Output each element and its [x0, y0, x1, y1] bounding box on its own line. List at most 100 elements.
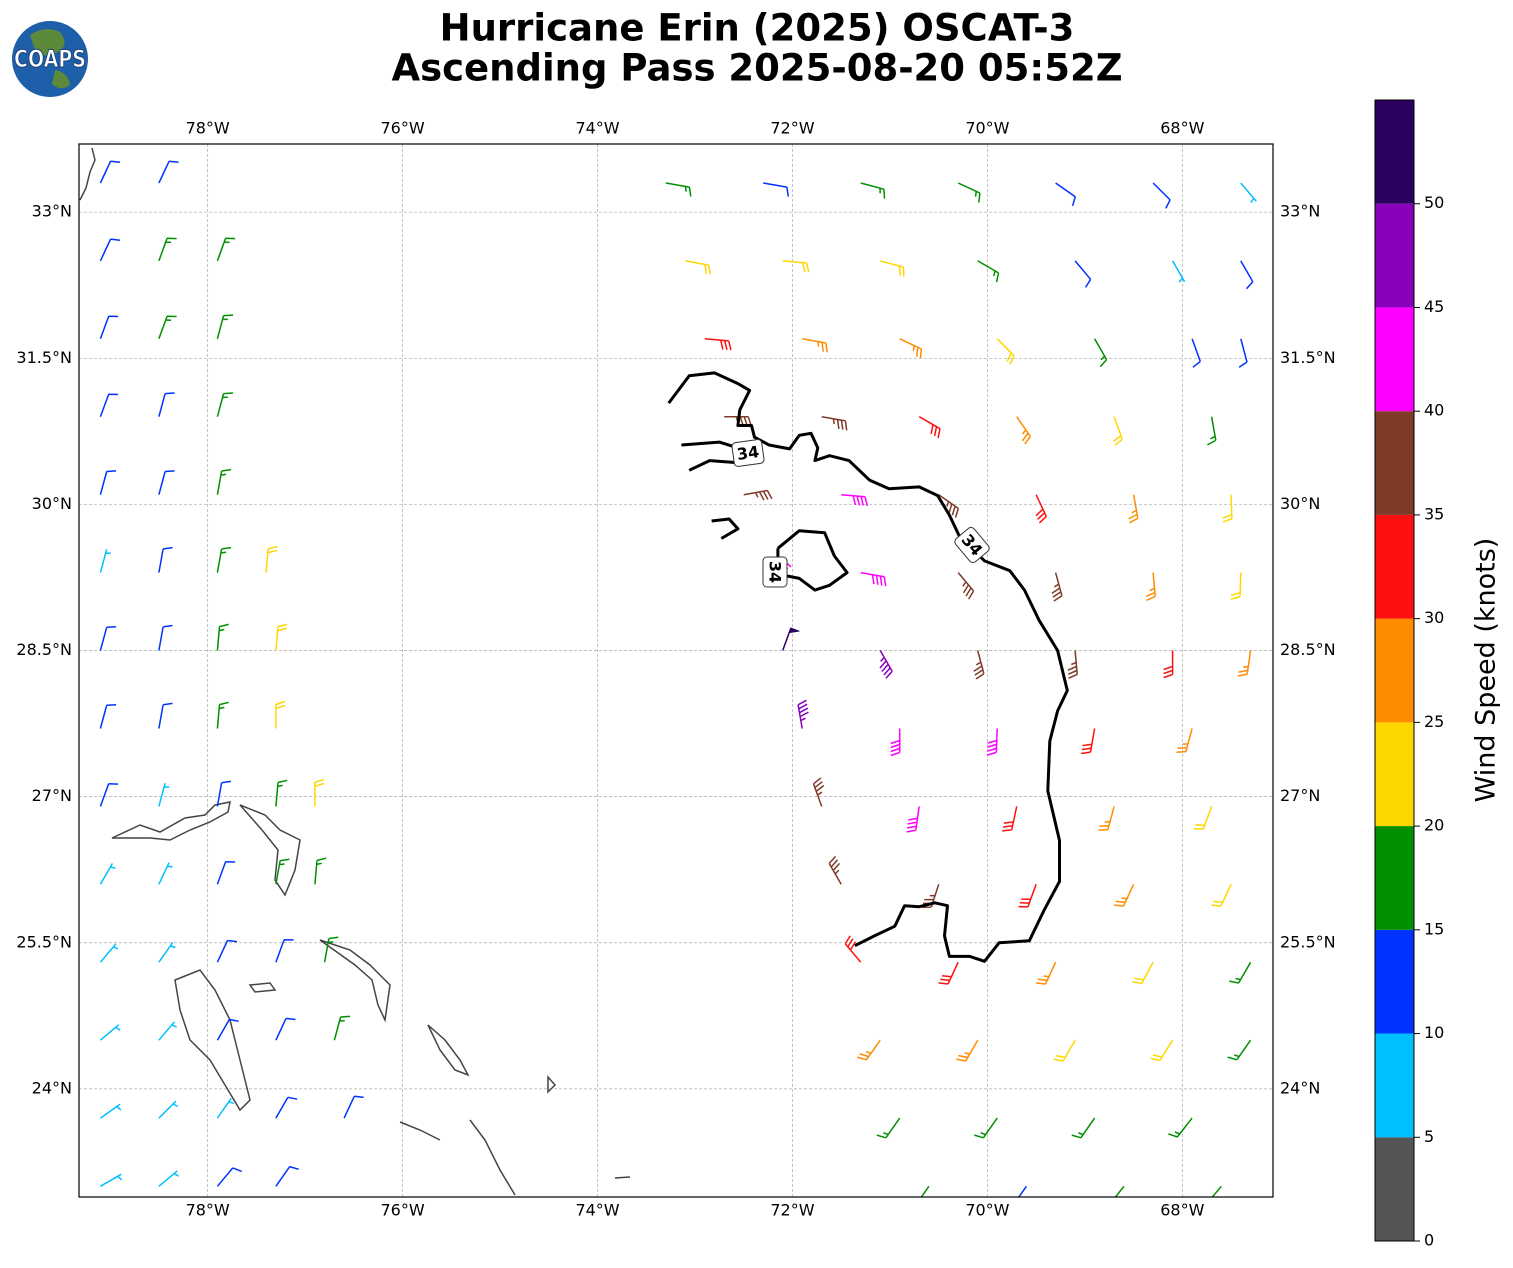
barb-staff: [1145, 572, 1156, 601]
barb-pennant: [788, 627, 800, 634]
barb-staff: [216, 392, 234, 417]
colorbar-tick-label: 40: [1424, 401, 1444, 420]
barb-staff: [265, 545, 278, 573]
wind-barb: [1145, 572, 1156, 601]
barb-staff: [828, 855, 842, 885]
wind-barb: [986, 728, 998, 756]
wind-barb: [99, 1103, 122, 1119]
wind-barb: [1152, 182, 1171, 209]
y-tick-label: 25.5°N: [1280, 932, 1336, 951]
barb-staff: [704, 338, 732, 351]
wind-barb: [1114, 883, 1135, 907]
barb-staff: [1080, 728, 1096, 755]
wind-barb: [265, 545, 278, 573]
barb-staff: [99, 943, 119, 963]
barb-staff: [956, 1039, 979, 1062]
barb-staff: [275, 779, 288, 807]
contour-label-group: 34: [731, 439, 765, 467]
barb-staff: [860, 571, 887, 587]
wind-barb: [216, 468, 232, 495]
barb-staff: [216, 468, 232, 495]
coastline: [547, 1075, 557, 1094]
wind-barb: [275, 1165, 299, 1187]
contour-line: [667, 371, 1069, 963]
wind-barb: [1227, 1039, 1252, 1061]
barb-staff: [323, 936, 339, 963]
wind-barb: [938, 494, 960, 518]
barb-staff: [1238, 338, 1248, 368]
wind-barb: [920, 1185, 930, 1197]
wind-barb: [158, 1100, 179, 1119]
colorbar-label: Wind Speed (knots): [1471, 538, 1502, 803]
wind-barb: [158, 783, 170, 807]
barb-staff: [938, 494, 960, 518]
wind-barb: [821, 415, 848, 431]
barb-staff: [275, 858, 290, 885]
wind-barb: [1128, 494, 1139, 524]
wind-barb: [1016, 416, 1032, 445]
barb-staff: [1036, 961, 1057, 985]
barb-staff: [1229, 961, 1252, 984]
wind-barb: [1211, 1185, 1222, 1197]
wind-barb: [1035, 494, 1047, 524]
wind-barb: [1132, 961, 1154, 985]
wind-barb: [857, 1039, 881, 1061]
barb-staff: [99, 160, 121, 184]
wind-barb: [275, 700, 286, 729]
barb-staff: [216, 701, 229, 729]
x-tick-label: 78°W: [186, 119, 230, 138]
barb-staff: [899, 338, 923, 359]
barb-staff: [974, 1117, 998, 1139]
coastline: [248, 982, 277, 993]
logo-text: COAPS: [14, 45, 86, 73]
barb-staff: [158, 783, 170, 807]
wind-barb: [158, 315, 177, 340]
wind-barb: [343, 1095, 364, 1119]
wind-barb: [1168, 1117, 1193, 1138]
barb-staff: [957, 182, 981, 203]
y-tick-label: 30°N: [1280, 494, 1320, 513]
barb-staff: [821, 415, 848, 431]
barb-staff: [1168, 1117, 1193, 1138]
wind-barb: [860, 182, 886, 199]
colorbar-segment: [1375, 722, 1414, 827]
barb-staff: [1002, 806, 1018, 832]
barb-staff: [99, 549, 111, 573]
barb-staff: [1230, 572, 1242, 601]
wind-barb: [216, 1167, 242, 1187]
wind-barb: [956, 1039, 979, 1062]
wind-barb: [100, 1173, 123, 1187]
barb-staff: [841, 493, 869, 507]
wind-barb: [216, 780, 232, 807]
wind-barb: [216, 623, 229, 651]
wind-barb: [275, 623, 288, 651]
wind-barb: [216, 939, 238, 963]
wind-barb: [99, 626, 117, 651]
x-tick-label: 72°W: [770, 1201, 814, 1220]
wind-barb: [1114, 1185, 1125, 1197]
barb-staff: [216, 1018, 239, 1041]
barb-staff: [158, 160, 179, 184]
barb-staff: [1074, 260, 1092, 288]
wind-barb: [918, 416, 941, 439]
wind-barb: [977, 260, 1000, 283]
wind-barb: [216, 861, 236, 885]
barb-staff: [158, 237, 177, 262]
wind-barb: [1053, 1039, 1076, 1062]
wind-barb: [974, 1117, 998, 1139]
wind-barb: [275, 1017, 296, 1041]
wind-barb: [275, 1096, 298, 1119]
wind-barb: [158, 470, 175, 495]
wind-barb: [665, 182, 692, 197]
wind-barb: [782, 260, 810, 273]
wind-barb: [704, 338, 732, 351]
barb-staff: [216, 546, 232, 573]
barb-staff: [1207, 416, 1217, 446]
wind-barb: [797, 699, 809, 729]
barb-staff: [1035, 494, 1047, 524]
colorbar-tick-label: 50: [1424, 193, 1444, 212]
barb-staff: [1113, 416, 1124, 446]
colorbar-tick-label: 5: [1424, 1127, 1434, 1146]
x-tick-label: 76°W: [381, 119, 425, 138]
